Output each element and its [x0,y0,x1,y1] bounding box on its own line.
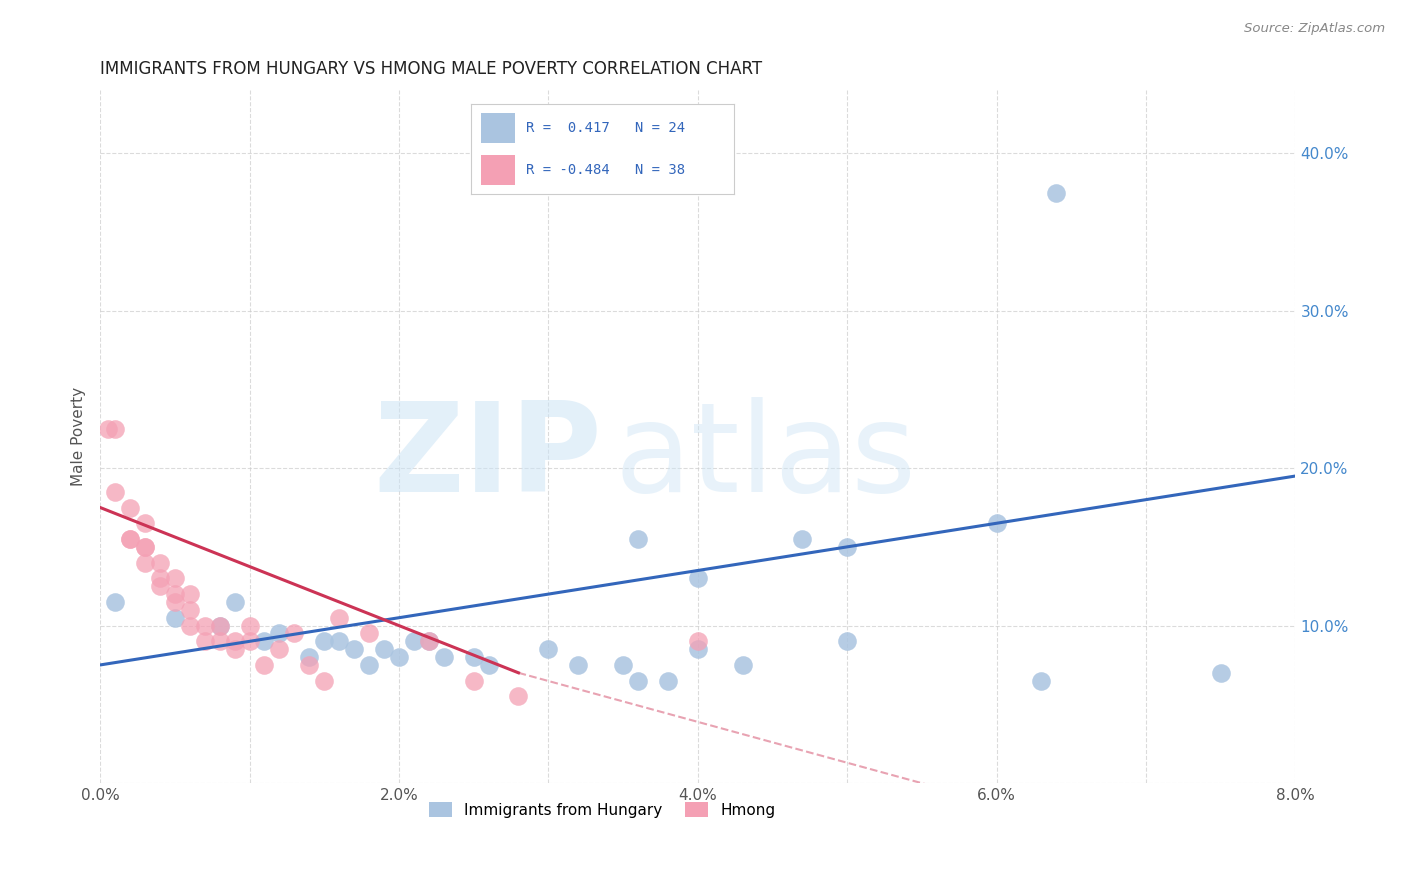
Point [104,484,127,499]
Point [657,673,679,688]
Point [686,571,709,585]
Text: ZIP: ZIP [374,397,602,518]
Point [149,579,172,593]
Point [433,650,456,665]
Point [253,634,276,648]
Point [179,603,201,617]
Point [567,657,589,672]
Point [537,642,560,657]
Point [163,595,186,609]
Point [134,540,156,554]
Point [463,673,485,688]
Point [314,634,336,648]
Point [163,571,186,585]
Point [627,673,650,688]
Point [194,634,217,648]
Point [163,611,186,625]
Point [269,642,291,657]
Point [134,516,156,531]
Legend: Immigrants from Hungary, Hmong: Immigrants from Hungary, Hmong [423,796,782,824]
Point [224,634,246,648]
Point [388,650,411,665]
Point [179,618,201,632]
Point [283,626,305,640]
Point [298,657,321,672]
Point [612,657,634,672]
Point [194,618,217,632]
Point [224,595,246,609]
Point [224,642,246,657]
Point [359,626,381,640]
Text: Source: ZipAtlas.com: Source: ZipAtlas.com [1244,22,1385,36]
Point [104,595,127,609]
Point [1045,186,1067,200]
Point [118,532,141,546]
Point [134,540,156,554]
Point [402,634,425,648]
Point [179,587,201,601]
Point [837,540,859,554]
Point [418,634,440,648]
Point [508,690,530,704]
Point [792,532,814,546]
Point [208,618,231,632]
Point [731,657,754,672]
Point [837,634,859,648]
Point [478,657,501,672]
Point [359,657,381,672]
Point [208,634,231,648]
Point [269,626,291,640]
Point [418,634,440,648]
Point [373,642,395,657]
Point [343,642,366,657]
Point [463,650,485,665]
Point [97,422,120,436]
Point [328,611,350,625]
Point [253,657,276,672]
Point [238,618,260,632]
Point [1209,665,1232,680]
Point [686,642,709,657]
Point [328,634,350,648]
Point [986,516,1008,531]
Point [104,422,127,436]
Point [149,571,172,585]
Point [163,587,186,601]
Y-axis label: Male Poverty: Male Poverty [72,387,86,486]
Point [298,650,321,665]
Point [118,532,141,546]
Point [118,500,141,515]
Text: IMMIGRANTS FROM HUNGARY VS HMONG MALE POVERTY CORRELATION CHART: IMMIGRANTS FROM HUNGARY VS HMONG MALE PO… [100,60,762,78]
Point [627,532,650,546]
Point [208,618,231,632]
Point [1031,673,1053,688]
Text: atlas: atlas [614,397,917,518]
Point [149,556,172,570]
Point [134,556,156,570]
Point [314,673,336,688]
Point [238,634,260,648]
Point [686,634,709,648]
